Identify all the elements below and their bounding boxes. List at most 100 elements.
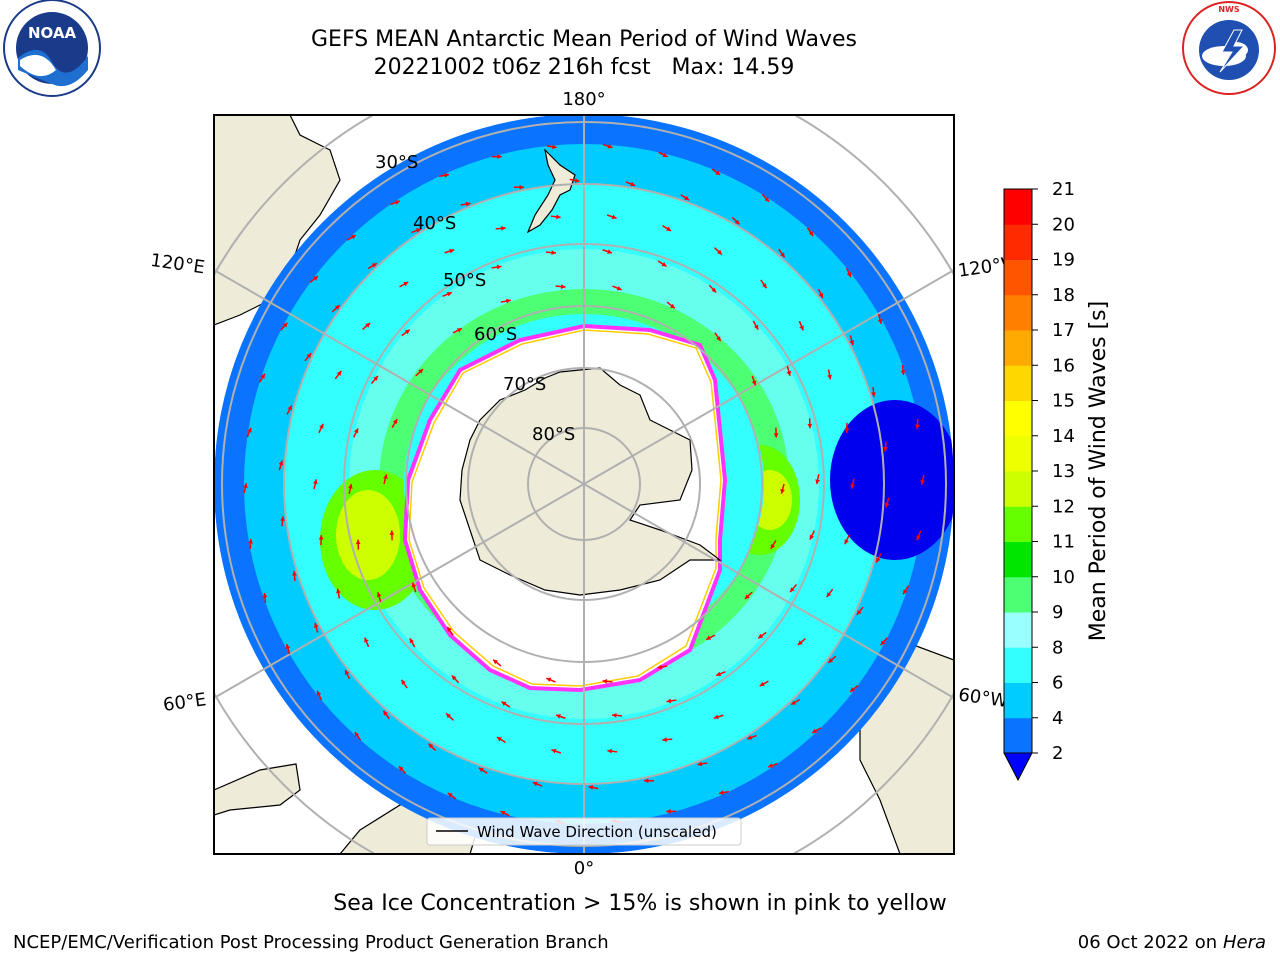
- wave-arrow-head: [807, 423, 813, 429]
- wave-arrow-head: [287, 405, 292, 411]
- wave-arrow-head: [826, 592, 832, 598]
- credit-right: 06 Oct 2022 on Hera: [1078, 932, 1266, 953]
- wave-arrow-head: [446, 713, 451, 719]
- wind-wave-arrows: [243, 143, 925, 825]
- wave-arrow-head: [828, 658, 834, 663]
- wave-arrow-head: [552, 144, 557, 150]
- wave-arrow-head: [449, 248, 455, 254]
- wave-arrow-head: [876, 557, 881, 563]
- wave-arrow-head: [669, 303, 675, 309]
- wave-arrow-head: [383, 474, 388, 480]
- wave-arrow-head: [409, 638, 415, 644]
- wave-arrow-head: [616, 285, 622, 291]
- wave-arrow-head: [849, 340, 855, 346]
- wave-arrow-head: [786, 370, 792, 376]
- wave-arrow-head: [791, 700, 797, 705]
- colorbar-tick-label: 21: [1052, 179, 1075, 200]
- wave-arrow-head: [856, 609, 862, 615]
- lat-label-60s: 60°S: [474, 324, 517, 345]
- wave-arrow-head: [871, 392, 876, 397]
- colorbar-segment: [1004, 576, 1032, 613]
- wave-arrow-head: [501, 701, 507, 706]
- colorbar-tick-label: 6: [1052, 673, 1063, 694]
- wave-arrow-head: [734, 219, 740, 225]
- wave-arrow-head: [903, 589, 908, 595]
- colorbar-segment: [1004, 259, 1032, 296]
- wave-arrow-head: [282, 322, 288, 328]
- wave-arrow-head: [850, 687, 855, 692]
- wave-arrow-head: [447, 626, 452, 632]
- wave-arrow-head: [243, 483, 248, 489]
- colorbar-segment: [1004, 400, 1032, 437]
- wave-arrow-head: [844, 539, 849, 545]
- wave-arrow-head: [313, 479, 318, 485]
- wave-arrow-head: [715, 170, 721, 176]
- wave-arrow-head: [661, 262, 667, 267]
- wave-arrow-head: [662, 152, 668, 157]
- wave-arrow-head: [607, 143, 613, 149]
- colorbar-segment: [1004, 541, 1032, 578]
- graticule: [214, 115, 954, 854]
- colorbar-tick-label: 19: [1052, 250, 1075, 271]
- colorbar: 2 4 6 8 9 10 11 12 13 14 15 16 17 18 19 20 21 Mean Perio…: [1003, 179, 1111, 782]
- lon-label-60w: 60°W: [957, 684, 1009, 712]
- wave-arrow-head: [657, 664, 662, 670]
- colorbar-segment: [1004, 330, 1032, 366]
- wave-arrow-head: [846, 272, 852, 278]
- svg-text:NWS: NWS: [1218, 5, 1240, 14]
- lon-label-0: 0°: [574, 858, 594, 879]
- wave-arrow-head: [662, 737, 667, 743]
- wave-arrow-head: [319, 423, 324, 429]
- wave-arrow-head: [398, 766, 404, 772]
- lon-label-180: 180°: [562, 89, 605, 110]
- wave-arrow-head: [336, 370, 342, 376]
- wave-arrow-head: [497, 154, 502, 160]
- wave-arrow-head: [808, 231, 814, 237]
- lon-label-120e: 120°E: [149, 250, 206, 278]
- lat-label-50s: 50°S: [443, 270, 486, 291]
- new-zealand: [526, 148, 576, 234]
- colorbar-segment: [1004, 224, 1032, 260]
- colorbar-segments: [1004, 189, 1032, 754]
- wave-arrow-head: [493, 659, 499, 665]
- sea-ice-note: Sea Ice Concentration > 15% is shown in …: [333, 891, 947, 916]
- wave-arrow-head: [900, 370, 906, 375]
- wave-arrow-head: [446, 291, 452, 297]
- wave-arrow-head: [447, 792, 453, 798]
- wave-arrow-head: [744, 594, 750, 599]
- wave-arrow-head: [546, 677, 552, 683]
- wave-arrow-head: [751, 380, 757, 386]
- wave-arrow-head: [762, 283, 767, 289]
- colorbar-tick-label: 8: [1052, 637, 1063, 658]
- wave-arrow-head: [607, 249, 613, 254]
- wave-arrow-head: [418, 369, 424, 374]
- wave-arrow-head: [815, 479, 820, 484]
- wave-arrow-head: [884, 502, 890, 508]
- wave-arrow-head: [574, 178, 580, 183]
- wave-arrow-head: [768, 763, 774, 768]
- colorbar-tick-label: 10: [1052, 567, 1075, 588]
- wave-arrow-head: [555, 714, 561, 719]
- wave-arrow-head: [764, 196, 770, 202]
- noaa-logo-text: NOAA: [28, 24, 77, 42]
- wave-arrow-head: [827, 374, 832, 380]
- lat-label-30s: 30°S: [375, 152, 418, 173]
- wave-arrow-head: [285, 644, 291, 649]
- wave-arrow-head: [478, 767, 484, 773]
- colorbar-tick-label: 20: [1052, 214, 1075, 235]
- wave-arrow-head: [607, 748, 613, 754]
- colorbar-tick-label: 18: [1052, 285, 1075, 306]
- lon-label-60e: 60°E: [162, 689, 208, 716]
- wave-arrow-head: [348, 484, 353, 489]
- wave-arrow-head: [313, 276, 318, 281]
- wave-arrow-head: [392, 419, 398, 425]
- wave-arrow-head: [465, 201, 471, 207]
- colorbar-label: Mean Period of Wind Waves [s]: [1086, 301, 1111, 641]
- wave-arrow-head: [844, 428, 850, 433]
- colorbar-segment: [1004, 717, 1032, 754]
- wave-arrow-head: [611, 214, 617, 220]
- wave-arrow-head: [389, 530, 395, 535]
- wave-arrow-head: [501, 225, 506, 231]
- wave-arrow-head: [355, 539, 361, 545]
